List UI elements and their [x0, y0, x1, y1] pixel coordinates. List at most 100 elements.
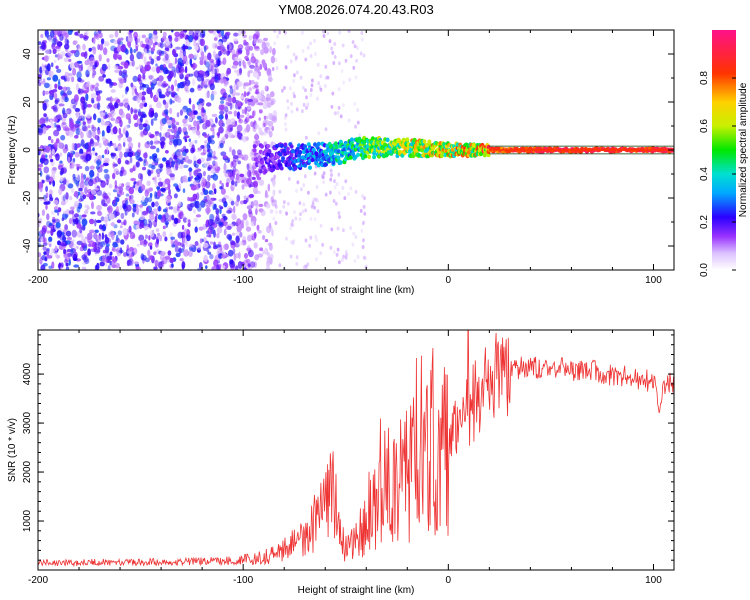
spectrogram-cell	[319, 251, 323, 256]
spectrogram-cell	[216, 132, 221, 136]
spectrogram-cell	[57, 86, 63, 90]
spectrogram-cell	[123, 61, 129, 69]
spectrogram-cell	[243, 199, 248, 205]
spectrogram-cell	[146, 180, 151, 187]
spectrogram-cell	[337, 87, 341, 92]
spectrogram-cell	[60, 134, 66, 141]
spectrogram-cell	[182, 54, 188, 62]
spectrogram-cell	[266, 144, 271, 149]
spectrogram-cell	[78, 45, 81, 52]
spectrogram-cell	[42, 102, 47, 111]
spectrogram-cell	[207, 166, 211, 171]
spectrogram-cell	[128, 258, 134, 266]
spectrogram-cell	[125, 148, 130, 152]
spectrogram-cell	[195, 184, 200, 190]
y-tick-label: 20	[22, 96, 33, 108]
spectrogram-cell	[201, 176, 206, 183]
spectrogram-cell	[266, 256, 272, 264]
spectrogram-cell	[205, 61, 210, 68]
spectrogram-cell	[85, 93, 89, 102]
spectrogram-cell	[138, 234, 145, 242]
spectrogram-cell	[238, 48, 243, 54]
spectrogram-cell	[148, 33, 153, 38]
spectrogram-cell	[169, 107, 173, 115]
spectrogram-cell	[158, 205, 161, 212]
spectrogram-cell	[102, 162, 109, 166]
spectrogram-cell	[294, 216, 298, 221]
spectrogram-cell	[56, 114, 62, 120]
spectrogram-cell	[141, 34, 146, 39]
spectrogram-cell	[271, 229, 274, 237]
spectrogram-cell	[168, 140, 173, 146]
spectrogram-cell	[119, 119, 123, 128]
spectrogram-cell	[213, 156, 218, 160]
spectrogram-cell	[234, 56, 239, 61]
spectrogram-cell	[263, 122, 266, 127]
colorbar: 0.0 0.2 0.4 0.6 0.8 Normalized spectral ampl…	[699, 30, 749, 277]
spectrogram-cell	[360, 228, 364, 233]
spectrogram-cell	[324, 127, 328, 132]
spectrogram-cell	[307, 190, 310, 195]
spectrogram-cell	[315, 238, 319, 242]
spectrogram-cell	[100, 216, 105, 222]
spectrogram-cell	[175, 66, 181, 74]
spectrogram-cell	[41, 227, 47, 235]
spectrogram-cell	[333, 185, 337, 190]
spectrogram-cell	[98, 224, 103, 230]
spectrogram-cell	[43, 90, 50, 95]
spectrogram-cell	[50, 158, 54, 163]
spectrogram-cell	[64, 127, 70, 131]
spectrogram-cell	[167, 128, 173, 132]
spectrogram-cell	[112, 241, 118, 248]
spectrogram-cell	[171, 117, 176, 124]
spectrogram-cell	[285, 150, 290, 155]
spectrogram-cell	[316, 209, 320, 214]
spectrogram-cell	[212, 76, 218, 80]
spectrogram-cell	[210, 139, 215, 145]
spectrogram-cell	[292, 91, 296, 96]
spectrogram-cell	[157, 100, 161, 106]
spectrogram-cell	[253, 199, 259, 207]
spectrogram-cell	[151, 78, 157, 84]
spectrogram-cell	[197, 147, 203, 151]
spectrogram-cell	[117, 65, 124, 70]
spectrogram-cell	[188, 35, 194, 43]
spectrogram-cell	[273, 41, 277, 46]
spectrogram-cell	[309, 41, 312, 46]
spectrogram-cell	[264, 239, 269, 243]
spectrogram-cell	[268, 130, 273, 138]
spectrogram-cell	[153, 141, 160, 145]
spectrogram-cell	[119, 225, 123, 229]
spectrogram-cell	[87, 248, 91, 256]
spectrogram-cell	[106, 237, 111, 244]
spectrogram-cell	[267, 76, 273, 82]
spectrogram-cell	[142, 99, 146, 104]
spectrogram-cell	[246, 112, 250, 119]
spectrogram-cell	[124, 159, 129, 165]
spectrogram-cell	[187, 176, 191, 182]
spectrogram-cell	[124, 87, 128, 95]
spectrogram-cell	[363, 154, 368, 159]
spectrogram-cell	[165, 222, 168, 228]
spectrogram-cell	[69, 122, 75, 131]
spectrogram-cell	[249, 64, 255, 69]
spectrogram-cell	[313, 171, 317, 176]
spectrogram-cell	[197, 84, 201, 89]
spectrogram-cell	[211, 192, 215, 196]
spectrogram-cell	[154, 134, 158, 143]
spectrogram-cell	[133, 49, 136, 53]
spectrogram-cell	[220, 88, 226, 96]
spectrogram-cell	[272, 189, 276, 197]
spectrogram-cell	[96, 189, 103, 196]
spectrogram-cell	[192, 78, 196, 86]
spectrogram-cell	[317, 81, 320, 86]
spectrogram-cell	[107, 142, 113, 147]
spectrogram-cell	[262, 250, 265, 255]
spectrogram-cell	[138, 64, 143, 69]
spectrogram-cell	[223, 78, 227, 84]
spectrogram-cell	[353, 102, 357, 106]
spectrogram-cell	[215, 244, 221, 248]
spectrogram-cell	[50, 248, 55, 254]
spectrogram-cell	[221, 265, 226, 269]
spectrogram-cell	[141, 91, 147, 96]
